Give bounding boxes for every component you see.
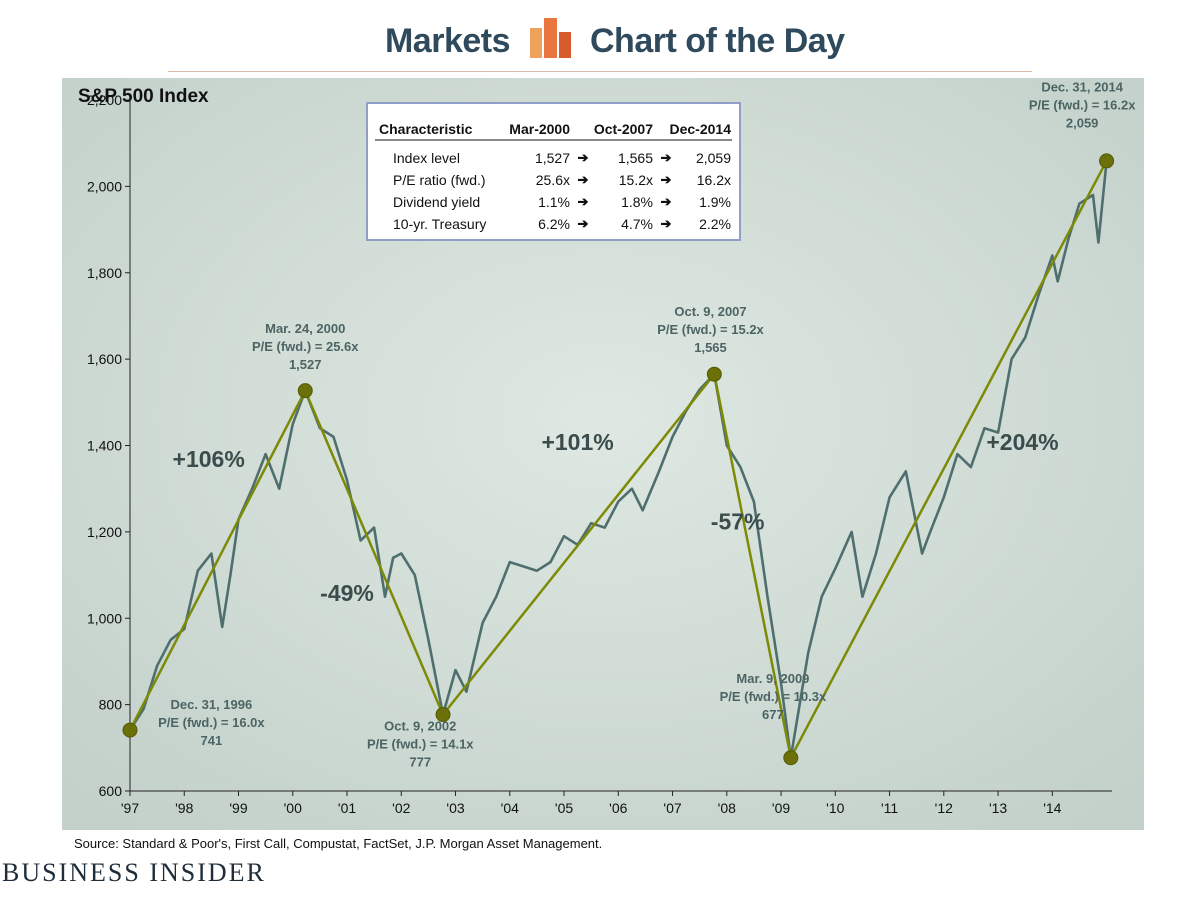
annotation-label: Dec. 31, 2014 [1041,79,1123,94]
chart-title: S&P 500 Index [78,86,209,107]
table-cell: 16.2x [697,172,731,188]
sp500-chart: S&P 500 Index 600 800 1,000 1,200 1,400 1,600… [62,78,1144,830]
turning-point-marker [783,750,799,766]
table-cell: P/E ratio (fwd.) [393,172,486,188]
turning-point-marker [435,707,451,723]
header: Markets Chart of the Day [0,0,1200,72]
business-insider-logo: BUSINESS INSIDER [2,858,266,887]
x-tick-label: '03 [446,800,464,816]
annotation-label: Oct. 9, 2007 [674,304,746,319]
annotation-label: P/E (fwd.) = 14.1x [367,737,474,752]
x-tick-label: '04 [501,800,519,816]
percent-change-label: +101% [541,429,613,455]
x-tick-label: '14 [1043,800,1061,816]
table-cell: 15.2x [619,172,653,188]
table-arrow-icon: ➔ [578,216,589,231]
header-divider [168,71,1032,72]
x-tick-label: '07 [663,800,681,816]
y-tick-label: 1,600 [87,351,122,367]
x-tick-label: '06 [609,800,627,816]
percent-change-label: +204% [986,429,1058,455]
x-tick-label: '13 [989,800,1007,816]
annotation-label: P/E (fwd.) = 25.6x [252,339,359,354]
table-header-cell: Dec-2014 [670,121,732,137]
y-tick-label: 1,400 [87,438,122,454]
annotation-label: 2,059 [1066,115,1099,130]
x-tick-label: '98 [175,800,193,816]
x-tick-label: '01 [338,800,356,816]
table-arrow-icon: ➔ [578,150,589,165]
x-tick-label: '99 [229,800,247,816]
table-arrow-icon: ➔ [661,216,672,231]
annotation-label: 1,527 [289,357,322,372]
trend-line [128,160,1108,762]
annotation-label: P/E (fwd.) = 10.3x [720,689,827,704]
chart-of-day-icon [530,18,571,58]
characteristic-table-box [366,102,741,241]
table-cell: 1,527 [535,150,570,166]
table-header-cell: Characteristic [379,121,473,137]
table-cell: Index level [393,150,460,166]
annotation-label: Mar. 24, 2000 [265,321,345,336]
annotation-label: Oct. 9, 2002 [384,719,456,734]
table-cell: 2,059 [696,150,731,166]
table-header-cell: Oct-2007 [594,121,653,137]
x-tick-label: '09 [772,800,790,816]
y-tick-label: 800 [99,697,123,713]
header-chart-title: Chart of the Day [590,22,845,60]
sp500-index-line [128,160,1108,760]
table-cell: Dividend yield [393,194,480,210]
source-note: Source: Standard & Poor's, First Call, C… [74,836,603,851]
table-arrow-icon: ➔ [661,150,672,165]
x-tick-label: '08 [718,800,736,816]
annotation-label: 777 [409,755,431,770]
x-tick-label: '10 [826,800,844,816]
table-arrow-icon: ➔ [578,172,589,187]
y-tick-label: 1,800 [87,265,122,281]
turning-point-marker [122,722,138,738]
percent-change-label: -49% [320,580,374,606]
y-tick-label: 1,200 [87,524,122,540]
x-tick-label: '12 [935,800,953,816]
table-cell: 1.8% [621,194,653,210]
y-tick-label: 1,000 [87,610,122,626]
turning-point-marker [297,383,313,399]
x-tick-label: '05 [555,800,573,816]
turning-point-marker [706,366,722,382]
annotation-label: P/E (fwd.) = 16.0x [158,715,265,730]
x-tick-label: '00 [284,800,302,816]
annotation-label: 677 [762,707,784,722]
table-arrow-icon: ➔ [578,194,589,209]
table-arrow-icon: ➔ [661,194,672,209]
y-tick-label: 2,200 [87,92,122,108]
x-tick-label: '97 [121,800,139,816]
table-arrow-icon: ➔ [661,172,672,187]
table-cell: 10-yr. Treasury [393,216,486,232]
x-tick-label: '02 [392,800,410,816]
annotation-label: P/E (fwd.) = 15.2x [657,322,764,337]
table-header-cell: Mar-2000 [509,121,570,137]
percent-change-label: -57% [711,509,765,535]
turning-point-marker [1099,153,1115,169]
annotation-label: Mar. 9, 2009 [736,671,809,686]
annotation-label: 741 [201,733,223,748]
table-cell: 6.2% [538,216,570,232]
annotation-label: P/E (fwd.) = 16.2x [1029,97,1136,112]
table-cell: 1.9% [699,194,731,210]
annotation-label: 1,565 [694,340,727,355]
percent-change-label: +106% [173,446,245,472]
annotation-label: Dec. 31, 1996 [171,697,253,712]
chart-container: S&P 500 Index 600 800 1,000 1,200 1,400 1,600… [62,78,1144,830]
table-cell: 25.6x [536,172,570,188]
y-tick-label: 2,000 [87,178,122,194]
table-cell: 2.2% [699,216,731,232]
table-cell: 4.7% [621,216,653,232]
table-cell: 1.1% [538,194,570,210]
x-tick-label: '11 [881,800,898,816]
table-cell: 1,565 [618,150,653,166]
y-tick-label: 600 [99,783,123,799]
header-markets-title: Markets [384,22,511,60]
